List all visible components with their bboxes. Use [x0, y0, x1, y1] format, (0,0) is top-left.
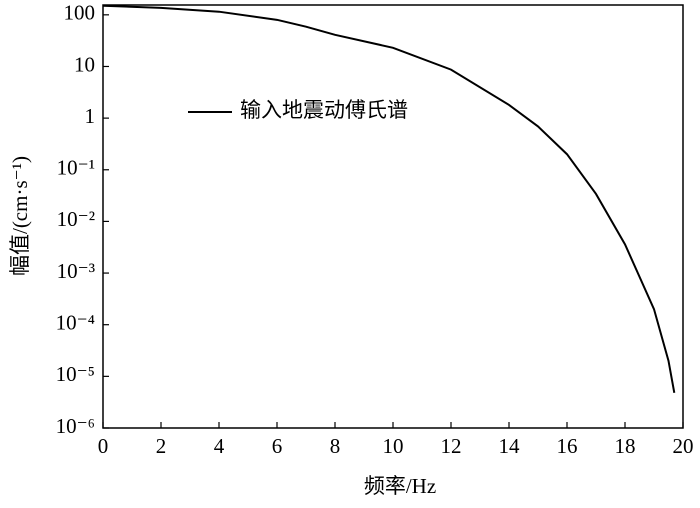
- x-tick-label: 6: [272, 434, 283, 458]
- x-tick-label: 8: [330, 434, 341, 458]
- y-tick-label: 10⁻²: [57, 207, 95, 231]
- y-tick-label: 100: [64, 1, 96, 25]
- x-tick-label: 0: [98, 434, 109, 458]
- x-tick-label: 20: [673, 434, 694, 458]
- y-tick-label: 10⁻⁶: [56, 414, 95, 438]
- y-tick-label: 1: [85, 104, 96, 128]
- x-tick-label: 4: [214, 434, 225, 458]
- y-tick-label: 10⁻⁴: [56, 311, 95, 335]
- x-tick-label: 14: [499, 434, 521, 458]
- y-tick-label: 10⁻⁵: [56, 362, 95, 386]
- y-tick-label: 10⁻¹: [57, 156, 95, 180]
- x-tick-label: 12: [441, 434, 462, 458]
- line-series: [102, 4, 676, 393]
- y-tick-label: 10⁻³: [57, 259, 95, 283]
- x-tick-label: 16: [557, 434, 578, 458]
- y-axis-label: 幅值/(cm·s⁻¹): [8, 156, 32, 276]
- x-tick-label: 18: [615, 434, 636, 458]
- plot-frame: [102, 4, 684, 429]
- y-tick-label: 10: [74, 52, 95, 76]
- x-tick-label: 10: [383, 434, 404, 458]
- x-axis-label: 频率/Hz: [364, 474, 436, 498]
- x-tick-label: 2: [156, 434, 167, 458]
- legend-label: 输入地震动傅氏谱: [240, 98, 408, 122]
